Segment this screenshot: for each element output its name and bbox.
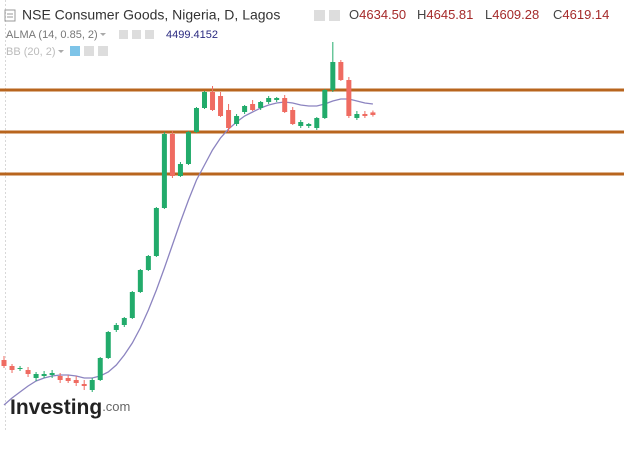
indicator-value: 4499.4152 [166, 29, 218, 41]
candle-body [17, 368, 23, 369]
candle-body [169, 134, 175, 176]
candle-body [258, 102, 264, 108]
ohlc-key: C [553, 7, 562, 22]
candle-body [9, 366, 15, 370]
candle-body [33, 374, 39, 378]
candle-body [105, 332, 111, 358]
candle-body [25, 370, 31, 374]
ohlc-value: 4634.50 [359, 7, 406, 22]
ohlc-legend: O4634.50 [349, 7, 406, 22]
candle-body [370, 112, 376, 115]
ohlc-value: 4645.81 [426, 7, 473, 22]
candle-body [226, 110, 232, 128]
candle-body [298, 122, 304, 126]
candle-body [282, 98, 288, 112]
candle-body [177, 164, 183, 176]
candle-body [306, 124, 312, 126]
chart-title: NSE Consumer Goods, Nigeria, D, Lagos [22, 7, 280, 23]
ohlc-legend: C4619.14 [553, 7, 609, 22]
candle-body [145, 256, 151, 270]
candle-body [65, 378, 71, 381]
icon[interactable] [84, 46, 94, 56]
ohlc-key: O [349, 7, 359, 22]
candle-body [73, 380, 79, 383]
candle-body [290, 110, 296, 124]
candle-body [49, 373, 55, 375]
candle-body [218, 96, 224, 116]
icon[interactable] [119, 30, 128, 39]
indicator-name: ALMA (14, 0.85, 2) [6, 29, 98, 41]
watermark-brand: Investing [10, 396, 102, 419]
candle-body [89, 380, 95, 390]
candle-body [314, 118, 320, 128]
ohlc-value: 4609.28 [492, 7, 539, 22]
dropdown[interactable] [58, 50, 64, 53]
candle-body [346, 80, 352, 116]
candle-body [113, 325, 119, 330]
plot [0, 42, 624, 406]
ohlc-legend: H4645.81 [417, 7, 473, 22]
candle-body [1, 360, 7, 366]
candle-body [330, 62, 336, 90]
candle-body [81, 384, 87, 386]
dropdown[interactable] [100, 33, 106, 36]
candle-body [362, 114, 368, 116]
header: NSE Consumer Goods, Nigeria, D, Lagos [4, 7, 340, 56]
ohlc-legend: L4609.28 [485, 7, 539, 22]
candle-body [210, 92, 216, 110]
candle-body [250, 104, 256, 110]
candle-body [57, 376, 63, 380]
icon[interactable] [4, 9, 16, 22]
watermark: Investing.com [10, 396, 130, 419]
icon[interactable] [329, 10, 340, 21]
ohlc-key: L [485, 7, 492, 22]
candle-body [137, 270, 143, 292]
candle-body [202, 92, 207, 108]
candle-body [266, 98, 272, 102]
ohlc-key: H [417, 7, 426, 22]
candle-body [97, 358, 103, 380]
icon[interactable] [132, 30, 141, 39]
ohlc-value: 4619.14 [562, 7, 609, 22]
candle-body [41, 374, 47, 376]
candle-body [193, 108, 199, 132]
icon[interactable] [70, 46, 80, 56]
alma-line [3, 98, 373, 406]
candle-body [234, 116, 240, 124]
watermark-suffix: .com [102, 399, 130, 414]
candle-body [161, 134, 167, 208]
candle-body [354, 114, 360, 118]
indicator-name: BB (20, 2) [6, 46, 56, 58]
icon[interactable] [314, 10, 325, 21]
candle-body [338, 62, 344, 80]
candle-body [242, 106, 248, 112]
icon[interactable] [145, 30, 154, 39]
icon[interactable] [98, 46, 108, 56]
candle-body [121, 318, 127, 325]
candle-body [185, 132, 191, 164]
candle-body [153, 208, 159, 256]
candle-body [274, 98, 280, 100]
candle-body [322, 90, 328, 118]
candle-body [129, 292, 135, 318]
